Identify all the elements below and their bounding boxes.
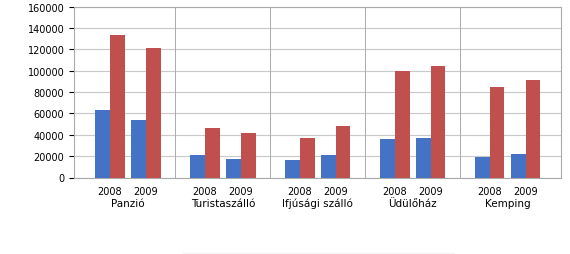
Text: Turistaszálló: Turistaszálló (190, 198, 255, 208)
Bar (475, 157, 490, 178)
Bar (336, 127, 351, 178)
Bar (300, 138, 315, 178)
Bar (490, 87, 504, 178)
Text: 2009: 2009 (229, 186, 253, 196)
Bar (416, 138, 431, 178)
Bar (241, 133, 255, 178)
Bar (431, 67, 445, 178)
Text: Üdülőház: Üdülőház (388, 198, 437, 208)
Bar (146, 49, 161, 178)
Text: 2009: 2009 (513, 186, 538, 196)
Text: 2008: 2008 (193, 186, 217, 196)
Text: 2008: 2008 (478, 186, 502, 196)
Bar (110, 36, 125, 178)
Bar (285, 161, 300, 178)
Text: 2009: 2009 (323, 186, 348, 196)
Bar (511, 154, 526, 178)
Bar (190, 155, 205, 178)
Bar (95, 111, 110, 178)
Bar (205, 129, 219, 178)
Bar (131, 120, 146, 178)
Text: 2009: 2009 (418, 186, 443, 196)
Text: 2009: 2009 (133, 186, 158, 196)
Bar (380, 139, 395, 178)
Bar (526, 81, 540, 178)
Bar (321, 155, 336, 178)
Text: Kemping: Kemping (485, 198, 531, 208)
Text: Ifjúsági szálló: Ifjúsági szálló (282, 198, 353, 209)
Text: 2008: 2008 (287, 186, 312, 196)
Text: 2008: 2008 (382, 186, 407, 196)
Bar (395, 71, 410, 178)
Bar (226, 160, 241, 178)
Text: Panzió: Panzió (111, 198, 145, 208)
Text: 2008: 2008 (97, 186, 123, 196)
